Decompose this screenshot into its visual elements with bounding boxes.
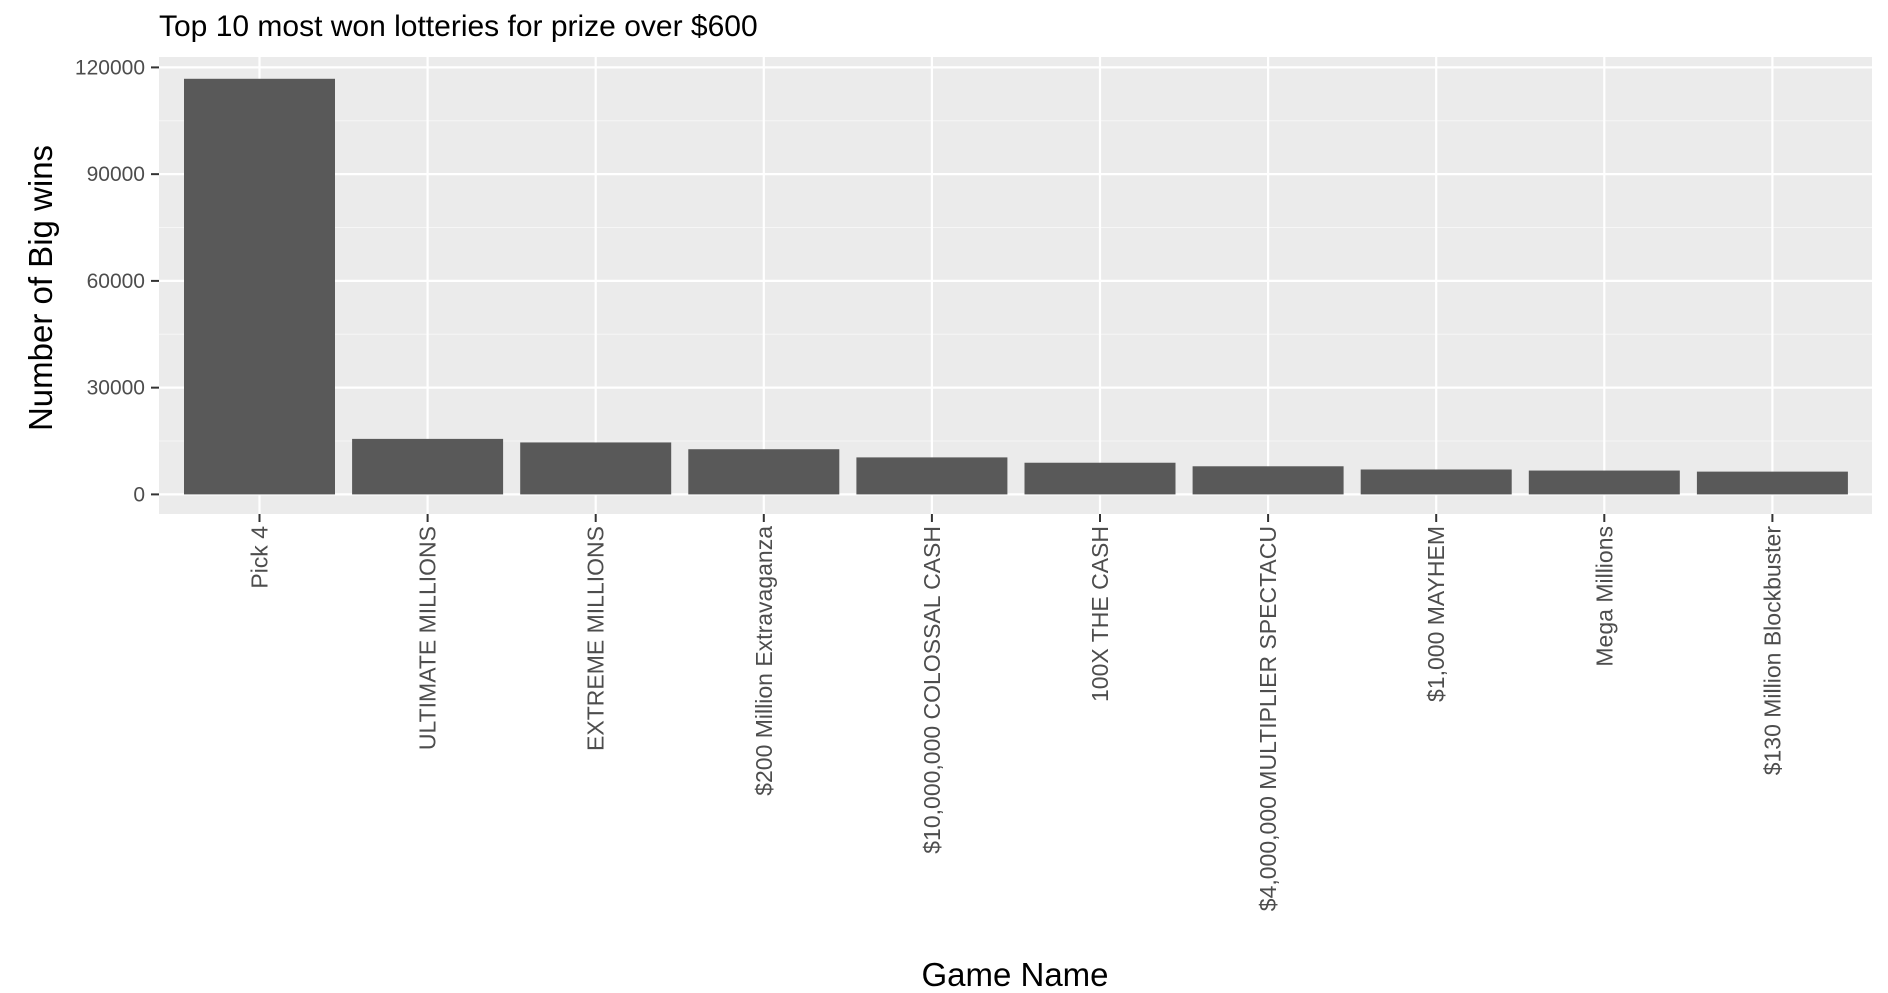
x-tick-label: Mega Millions bbox=[1591, 526, 1617, 667]
y-axis-label: Number of Big wins bbox=[22, 145, 59, 431]
bar bbox=[688, 449, 840, 495]
y-tick-label: 30000 bbox=[87, 377, 145, 400]
bars bbox=[184, 78, 1848, 495]
x-tick-label: 100X THE CASH bbox=[1087, 526, 1113, 702]
y-tick-label: 60000 bbox=[87, 270, 145, 293]
x-tick-label: ULTIMATE MILLIONS bbox=[415, 526, 441, 750]
y-tick-label: 90000 bbox=[87, 163, 145, 186]
bar bbox=[520, 442, 672, 495]
x-tick-label: $200 Million Extravaganza bbox=[751, 526, 777, 796]
bar bbox=[1192, 466, 1344, 495]
x-tick-label: $10,000,000 COLOSSAL CASH bbox=[919, 526, 945, 854]
y-tick-label: 120000 bbox=[75, 56, 145, 79]
x-tick-label: EXTREME MILLIONS bbox=[583, 526, 609, 751]
x-axis-label: Game Name bbox=[921, 956, 1108, 988]
x-axis: Pick 4 ULTIMATE MILLIONS EXTREME MILLIONS $… bbox=[247, 514, 1785, 911]
chart-title: Top 10 most won lotteries for prize over… bbox=[159, 10, 758, 43]
x-tick-label: $4,000,000 MULTIPLIER SPECTACU bbox=[1255, 526, 1281, 911]
bar bbox=[1024, 462, 1176, 495]
bar bbox=[352, 438, 504, 495]
plot-panel bbox=[159, 57, 1872, 514]
bar bbox=[184, 78, 335, 495]
bar bbox=[856, 457, 1008, 495]
y-axis: 0 30000 60000 90000 120000 bbox=[75, 56, 159, 506]
x-tick-label: $1,000 MAYHEM bbox=[1423, 526, 1449, 702]
bar bbox=[1360, 469, 1512, 495]
y-tick-label: 0 bbox=[133, 483, 145, 506]
bar bbox=[1528, 470, 1680, 495]
bar bbox=[1696, 471, 1848, 495]
x-tick-label: $130 Million Blockbuster bbox=[1759, 526, 1785, 776]
x-tick-label: Pick 4 bbox=[247, 526, 273, 589]
